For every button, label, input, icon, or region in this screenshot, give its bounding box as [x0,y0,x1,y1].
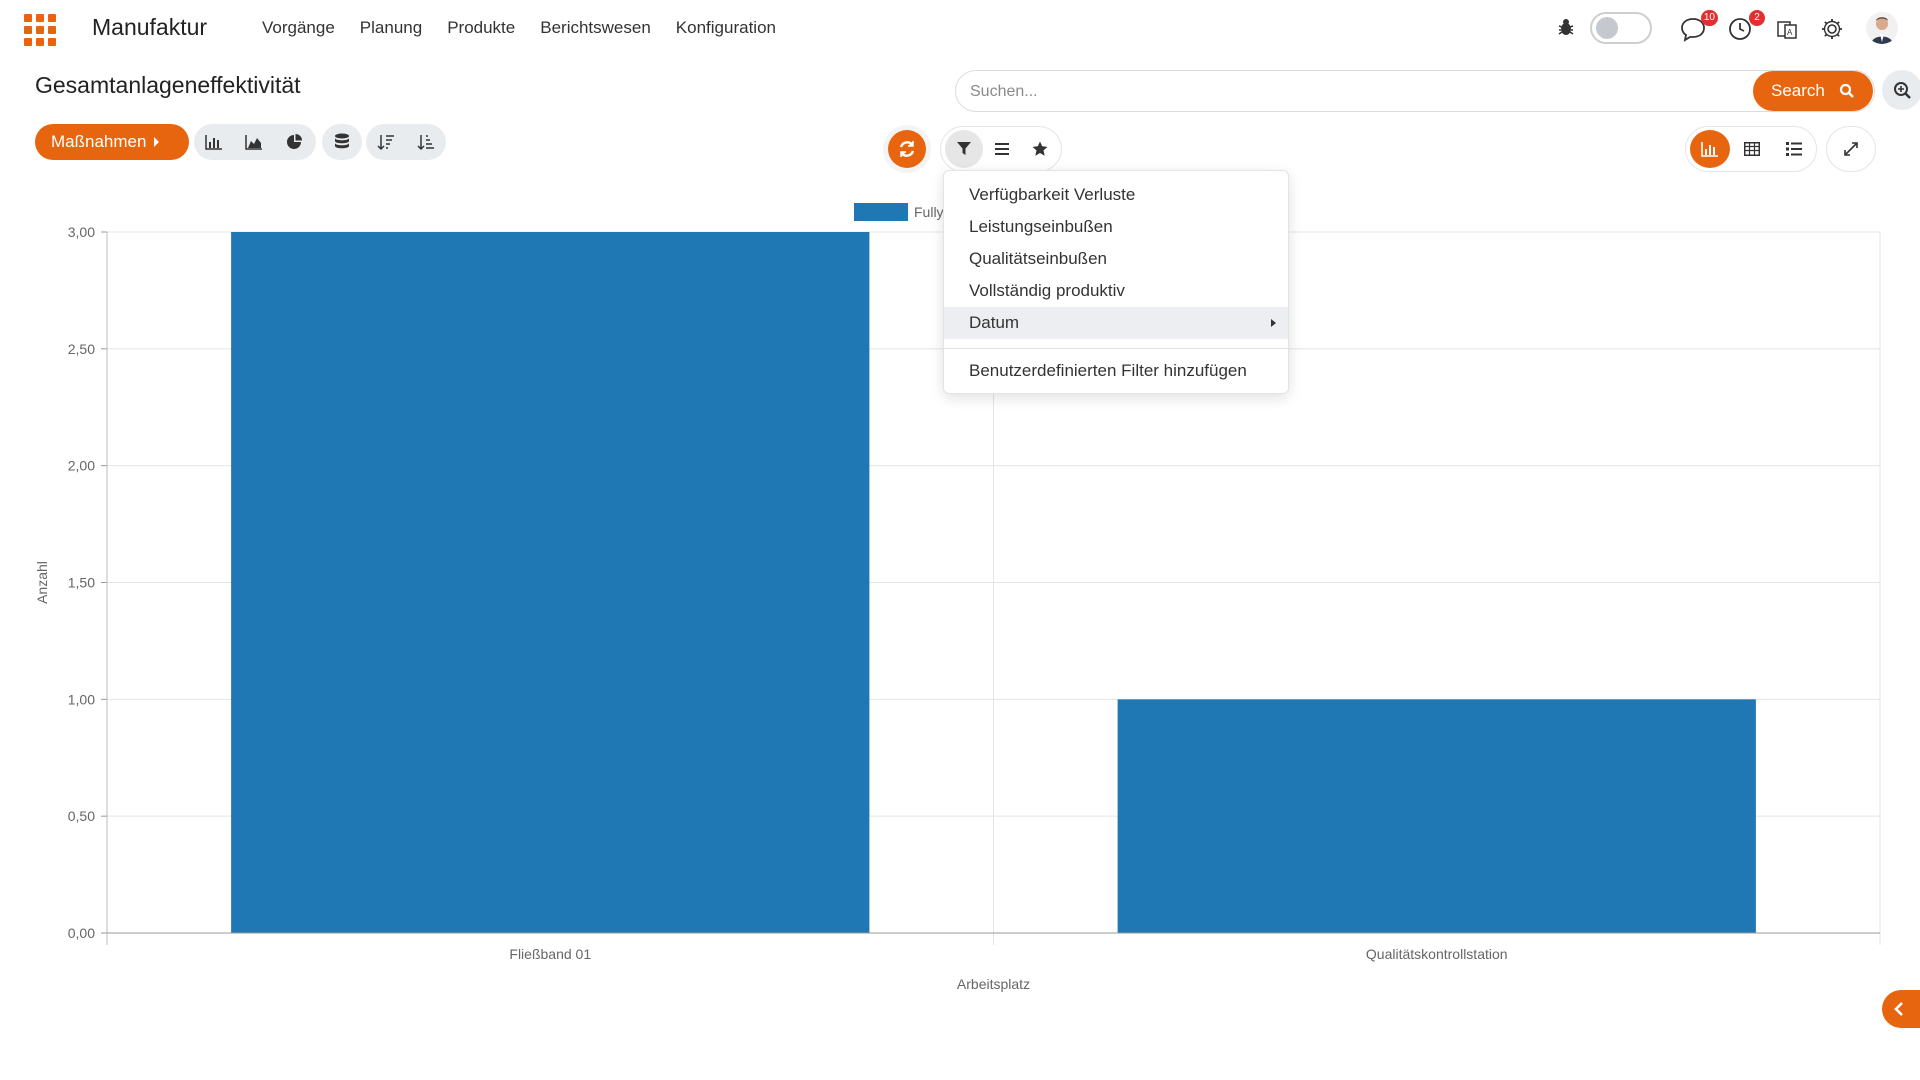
main-menu: Vorgänge Planung Produkte Berichtswesen … [262,18,776,38]
messages-badge: 10 [1700,10,1718,26]
sort-ascending-icon [417,135,434,151]
filter-option-performance-losses[interactable]: Leistungseinbußen [969,217,1113,236]
search-input[interactable] [970,79,1690,105]
y-tick-label: 2,00 [68,458,95,474]
side-panel-toggle[interactable] [1882,990,1920,1028]
bar-chart: 0,00 0,50 1,00 1,50 2,00 2,50 3,00 Fließband 01… [34,203,1881,992]
search-bar [955,70,1875,112]
sort-descending-icon [377,135,394,151]
pivot-view-button[interactable] [1732,130,1772,168]
line-chart-button[interactable] [234,124,274,160]
filter-funnel-icon [957,142,971,155]
x-axis-title: Arbeitsplatz [957,976,1030,992]
actions-button-label: Maßnahmen [51,132,147,151]
app-menu-icon[interactable] [24,14,56,46]
bar [231,232,870,933]
x-tick-label: Qualitätskontrollstation [1366,946,1508,962]
bug-icon[interactable] [1556,18,1586,48]
menu-item-berichtswesen[interactable]: Berichtswesen [540,18,651,37]
y-axis-title: Anzahl [34,561,50,604]
filter-dropdown: Verfügbarkeit Verluste Leistungseinbußen… [943,170,1289,394]
menu-item-produkte[interactable]: Produkte [447,18,516,37]
svg-text:A: A [1787,28,1793,37]
bar-chart-icon [1701,142,1718,157]
pie-chart-button[interactable] [274,124,314,160]
search-panel-toggles [940,126,1062,172]
page-title: Gesamtanlageneffektivität [35,72,301,98]
menu-item-vorgaenge[interactable]: Vorgänge [262,18,335,37]
search-icon [1839,83,1854,98]
chevron-left-icon [1894,1002,1903,1016]
y-tick-label: 1,50 [68,575,95,591]
star-icon [1032,141,1048,156]
stacked-button[interactable] [322,124,362,160]
sort-descending-button[interactable] [366,124,406,160]
actions-button[interactable]: Maßnahmen [35,124,189,160]
app-brand[interactable]: Manufaktur [92,14,208,40]
debug-toggle[interactable] [1590,12,1652,44]
group-by-button[interactable] [983,130,1021,168]
filter-option-date[interactable]: Datum [944,307,1288,339]
filter-option-fully-productive[interactable]: Vollständig produktiv [969,281,1125,300]
language-icon[interactable]: A [1776,18,1806,48]
favorites-button[interactable] [1021,130,1059,168]
legend-swatch [854,203,908,221]
caret-right-icon [1271,319,1276,327]
search-button-label: Search [1771,81,1825,100]
pie-chart-icon [287,134,302,149]
legend-label: Fully [914,204,944,220]
chart-type-group [194,124,316,160]
user-avatar[interactable] [1866,12,1898,44]
x-tick-label: Fließband 01 [509,946,591,962]
sort-ascending-button[interactable] [406,124,446,160]
graph-view-button[interactable] [1690,130,1730,168]
bar-chart-icon [205,135,222,150]
reload-button[interactable] [888,130,926,168]
list-bars-icon [995,143,1009,155]
table-icon [1744,142,1760,156]
fullscreen-button[interactable] [1826,126,1876,172]
menu-item-planung[interactable]: Planung [359,18,423,37]
database-stack-icon [335,133,349,149]
filter-toggle-button[interactable] [945,130,983,168]
magnifier-plus-icon [1894,82,1911,99]
area-chart-icon [245,135,262,150]
list-icon [1786,142,1802,156]
list-view-button[interactable] [1774,130,1814,168]
activities-badge: 2 [1749,10,1765,26]
refresh-icon [899,141,915,157]
filter-option-availability-losses[interactable]: Verfügbarkeit Verluste [969,185,1136,204]
sort-group [366,124,446,160]
top-navbar: Manufaktur Vorgänge Planung Produkte Ber… [0,0,1920,56]
add-custom-filter[interactable]: Benutzerdefinierten Filter hinzufügen [969,361,1247,380]
messages-icon[interactable]: 10 [1680,10,1718,46]
activity-clock-icon[interactable]: 2 [1727,10,1765,46]
y-tick-label: 3,00 [68,224,95,240]
bar-chart-button[interactable] [194,124,234,160]
y-tick-label: 0,50 [68,808,95,824]
y-tick-label: 2,50 [68,341,95,357]
view-switcher [1685,126,1817,172]
bar [1117,699,1756,933]
y-tick-label: 1,00 [68,691,95,707]
menu-item-konfiguration[interactable]: Konfiguration [675,18,776,37]
search-button[interactable]: Search [1753,71,1873,111]
caret-right-icon [154,137,160,147]
settings-gear-icon[interactable] [1820,17,1850,47]
stacked-group [322,124,362,160]
dropdown-divider [944,348,1288,349]
zoom-search-button[interactable] [1882,70,1920,110]
expand-arrows-icon [1844,142,1858,156]
y-tick-label: 0,00 [68,925,95,941]
filter-option-date-label: Datum [969,313,1020,332]
filter-option-quality-losses[interactable]: Qualitätseinbußen [969,249,1107,268]
